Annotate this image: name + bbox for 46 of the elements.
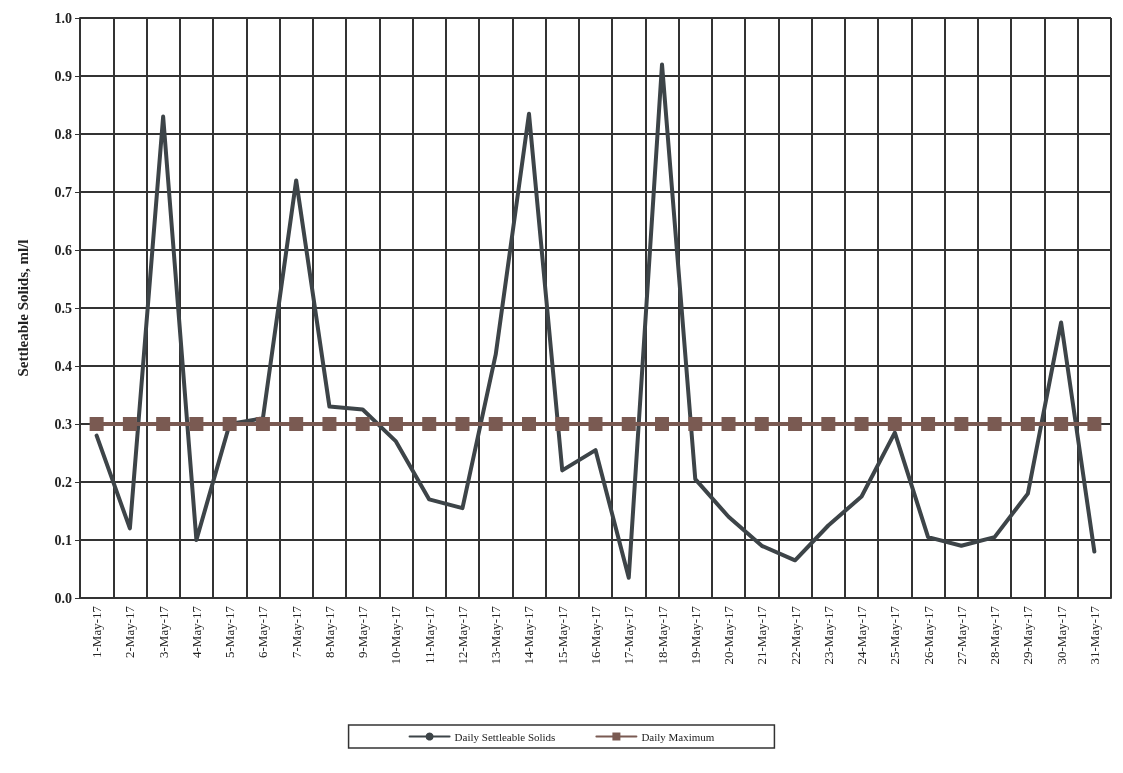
y-tick-label: 0.5 (54, 300, 72, 316)
x-tick-label: 1-May-17 (89, 605, 105, 658)
x-tick-label: 12-May-17 (454, 605, 470, 665)
y-tick-label: 0.0 (54, 590, 72, 606)
x-tick-label: 27-May-17 (953, 605, 969, 665)
x-tick-label: 17-May-17 (621, 605, 637, 665)
x-tick-label: 8-May-17 (321, 605, 337, 658)
x-tick-label: 11-May-17 (421, 605, 437, 665)
y-tick-label: 1.0 (54, 10, 72, 26)
y-tick-label: 0.8 (54, 126, 72, 142)
legend-label: Daily Settleable Solids (454, 730, 556, 743)
x-tick-label: 3-May-17 (155, 605, 171, 658)
line-series (94, 62, 1097, 580)
y-tick-label: 0.4 (54, 358, 72, 374)
x-tick-label: 26-May-17 (920, 605, 936, 665)
x-tick-label: 30-May-17 (1053, 605, 1069, 665)
x-tick-label: 22-May-17 (787, 605, 803, 665)
x-tick-label: 23-May-17 (820, 605, 836, 665)
y-axis-title: Settleable Solids, ml/l (14, 239, 31, 377)
x-tick-label: 31-May-17 (1086, 605, 1102, 665)
x-tick-label: 24-May-17 (854, 605, 870, 665)
x-tick-label: 7-May-17 (288, 605, 304, 658)
x-tick-label: 20-May-17 (721, 605, 737, 665)
y-tick-label: 0.3 (54, 416, 72, 432)
x-tick-label: 25-May-17 (887, 605, 903, 665)
y-tick-label: 0.9 (54, 68, 72, 84)
x-tick-label: 16-May-17 (588, 605, 603, 665)
x-tick-label: 21-May-17 (754, 605, 770, 665)
legend-label: Daily Maximum (641, 730, 715, 743)
x-tick-label: 9-May-17 (355, 605, 371, 658)
y-tick-label: 0.7 (54, 184, 72, 200)
x-tick-label: 18-May-17 (654, 605, 670, 665)
x-tick-label: 28-May-17 (987, 605, 1003, 665)
x-tick-label: 2-May-17 (122, 605, 138, 658)
x-tick-label: 10-May-17 (388, 605, 404, 665)
x-tick-label: 4-May-17 (188, 605, 204, 658)
x-tick-label: 19-May-17 (687, 605, 703, 665)
x-tick-label: 15-May-17 (554, 605, 570, 665)
x-tick-label: 14-May-17 (521, 605, 537, 665)
x-tick-label: 13-May-17 (488, 605, 504, 665)
x-tick-label: 5-May-17 (222, 605, 238, 658)
y-tick-label: 0.1 (54, 532, 72, 548)
x-tick-label: 6-May-17 (255, 605, 271, 658)
y-tick-label: 0.6 (54, 242, 72, 258)
x-tick-label: 29-May-17 (1020, 605, 1036, 665)
y-tick-label: 0.2 (54, 474, 72, 490)
